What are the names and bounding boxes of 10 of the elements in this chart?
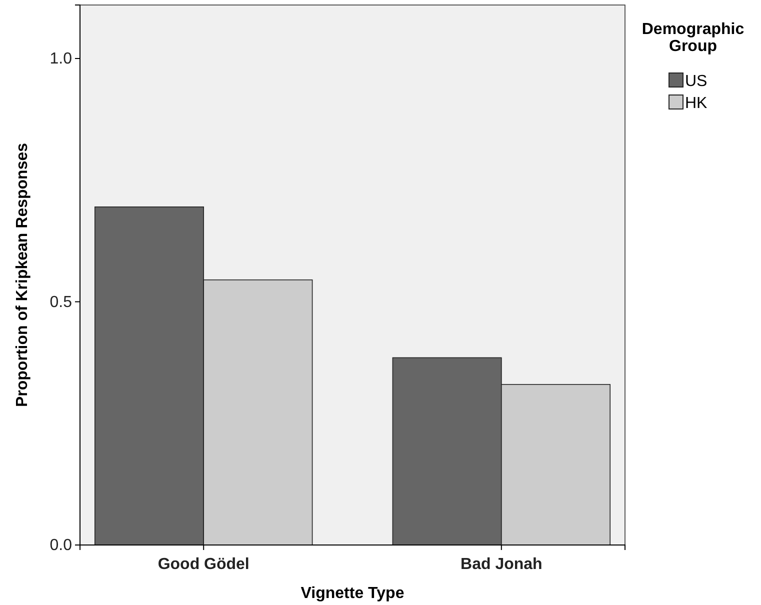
y-tick-label: 0.0 [50,537,72,554]
legend-label: US [685,73,708,90]
y-tick-label: 0.5 [50,294,72,311]
y-axis-title: Proportion of Kripkean Responses [14,142,31,408]
x-axis-title: Vignette Type [300,585,404,602]
legend-label: HK [685,95,708,112]
legend-title: Demographic Group [642,21,744,55]
x-tick-label: Good Gödel [158,556,250,573]
x-tick-label: Bad Jonah [460,556,542,573]
y-tick-label: 1.0 [50,50,72,68]
